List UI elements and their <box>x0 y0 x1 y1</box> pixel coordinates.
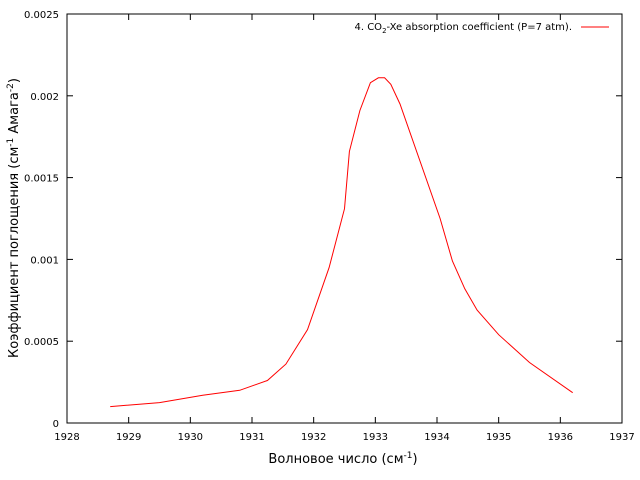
y-tick-label: 0 <box>53 419 59 430</box>
x-tick-label: 1936 <box>548 432 573 443</box>
legend-label: 4. CO2-Xe absorption coefficient (P=7 at… <box>354 22 572 35</box>
x-tick-label: 1930 <box>178 432 203 443</box>
x-tick-label: 1932 <box>301 432 326 443</box>
x-tick-label: 1933 <box>363 432 388 443</box>
x-tick-label: 1934 <box>424 432 449 443</box>
x-tick-label: 1928 <box>54 432 79 443</box>
y-tick-label: 0.0025 <box>24 10 59 21</box>
x-tick-label: 1937 <box>609 432 634 443</box>
y-tick-label: 0.001 <box>30 255 59 266</box>
y-tick-label: 0.0015 <box>24 174 59 185</box>
x-tick-label: 1935 <box>486 432 511 443</box>
series-line <box>110 77 573 408</box>
x-axis-label: Волновое число (см-1) <box>268 451 417 467</box>
y-tick-label: 0.002 <box>30 92 59 103</box>
y-axis: 0 0.0005 0.001 0.0015 0.002 0.0025 <box>24 10 622 430</box>
y-tick-label: 0.0005 <box>24 337 59 348</box>
y-axis-label: Коэффициент поглощения (см-1 Амага-2) <box>6 78 22 358</box>
x-tick-label: 1931 <box>239 432 264 443</box>
legend: 4. CO2-Xe absorption coefficient (P=7 at… <box>354 22 609 35</box>
x-tick-label: 1929 <box>116 432 141 443</box>
x-axis: 1928 1929 1930 1931 1932 1933 1934 1935 1936 1937 <box>54 14 635 443</box>
plot-frame <box>66 13 623 424</box>
